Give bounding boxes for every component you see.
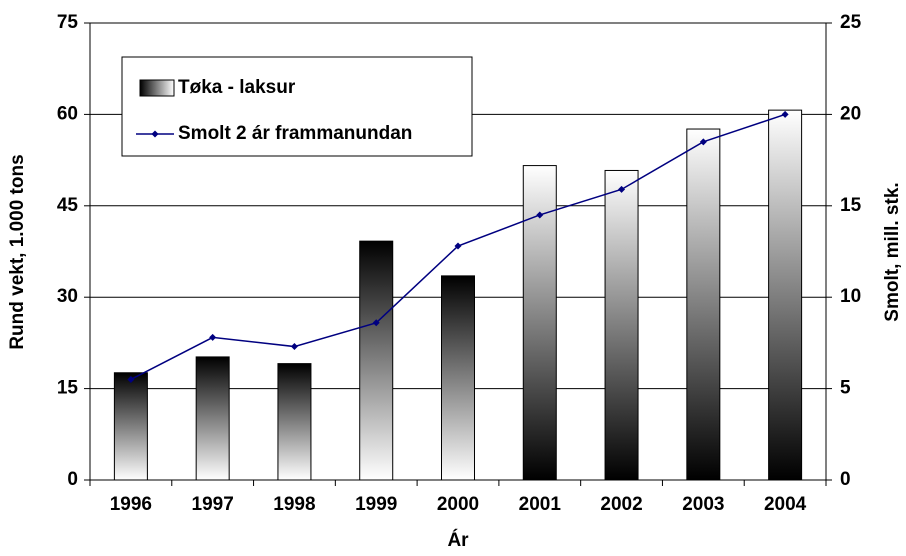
x-tick-label: 1996	[110, 494, 152, 515]
bar	[113, 372, 148, 481]
y-tick-label: 30	[57, 286, 78, 307]
y2-tick-label: 20	[840, 103, 861, 124]
x-tick-label: 2000	[437, 494, 479, 515]
line-marker	[454, 242, 462, 250]
x-tick-label: 1997	[192, 494, 234, 515]
legend-swatch	[139, 79, 175, 97]
line-marker	[536, 211, 544, 219]
legend-label: Smolt 2 ár frammanundan	[178, 123, 412, 144]
bar	[277, 363, 312, 481]
y-tick-label: 60	[57, 103, 78, 124]
x-tick-label: 1998	[273, 494, 315, 515]
y2-tick-label: 10	[840, 286, 861, 307]
y2-tick-label: 15	[840, 195, 862, 216]
y2-tick-label: 0	[840, 469, 851, 490]
bar	[686, 128, 721, 481]
x-tick-label: 2004	[764, 494, 807, 515]
line-marker	[209, 333, 217, 341]
y-tick-label: 45	[57, 195, 79, 216]
x-axis-label: Ár	[447, 529, 469, 551]
line-marker	[618, 185, 626, 193]
bar	[359, 240, 394, 481]
legend-box	[121, 56, 473, 157]
legend-marker	[151, 130, 159, 138]
x-tick-label: 2002	[600, 494, 642, 515]
bar	[441, 275, 475, 481]
bar	[604, 169, 639, 481]
x-tick-label: 2003	[682, 494, 724, 515]
line-marker	[699, 138, 707, 146]
y-axis-label: Rund vekt, 1.000 tons	[7, 154, 28, 349]
y2-axis-label: Smolt, mill. stk.	[882, 182, 903, 321]
x-tick-label: 2001	[519, 494, 562, 515]
line-marker	[127, 375, 135, 383]
legend-label: Tøka - laksur	[178, 77, 296, 98]
y2-tick-label: 5	[840, 378, 851, 399]
line-marker	[781, 110, 789, 118]
line-marker	[290, 343, 298, 351]
line-marker	[372, 319, 380, 327]
y-tick-label: 15	[57, 378, 79, 399]
y-tick-label: 0	[67, 469, 78, 490]
bar	[195, 356, 230, 481]
x-tick-label: 1999	[355, 494, 397, 515]
y2-tick-label: 25	[840, 12, 862, 33]
y-tick-label: 75	[57, 12, 79, 33]
bar	[768, 109, 803, 481]
